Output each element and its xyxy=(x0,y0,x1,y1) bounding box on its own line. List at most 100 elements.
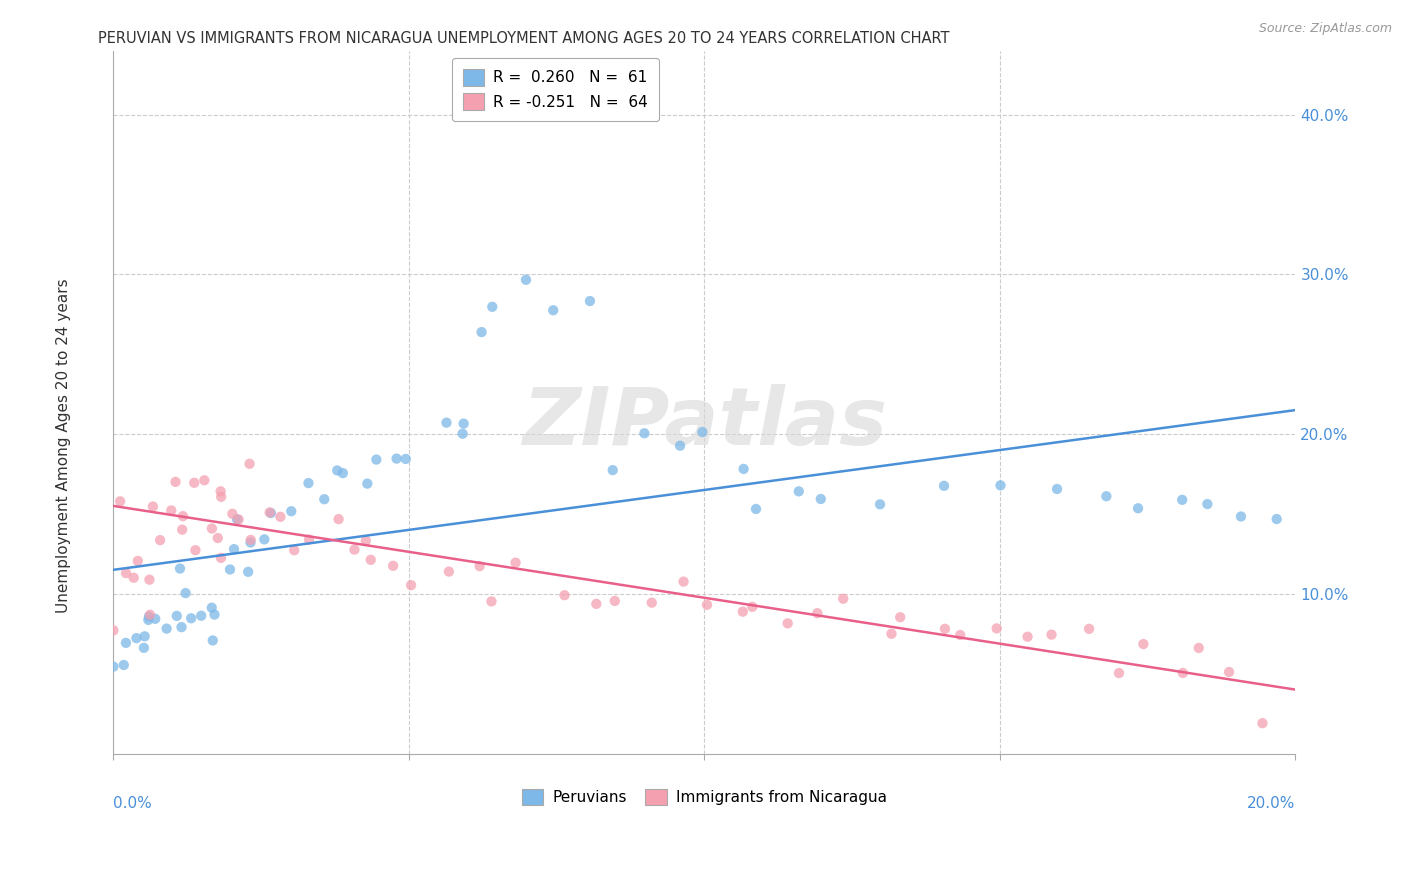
Point xyxy=(986,621,1008,635)
Point xyxy=(115,636,138,650)
Point xyxy=(139,607,162,622)
Point xyxy=(1046,482,1069,496)
Point xyxy=(356,476,378,491)
Point xyxy=(641,596,664,610)
Point xyxy=(990,478,1012,492)
Point xyxy=(366,452,388,467)
Point xyxy=(260,506,283,520)
Point xyxy=(880,627,903,641)
Point xyxy=(806,606,828,620)
Point xyxy=(283,543,305,558)
Point xyxy=(209,484,232,499)
Point xyxy=(733,462,755,476)
Point xyxy=(949,628,972,642)
Point xyxy=(238,457,260,471)
Point xyxy=(343,542,366,557)
Point xyxy=(436,416,458,430)
Point xyxy=(280,504,302,518)
Point xyxy=(134,629,156,643)
Text: 0.0%: 0.0% xyxy=(114,796,152,811)
Point xyxy=(228,512,250,526)
Point xyxy=(1197,497,1219,511)
Point xyxy=(204,607,226,622)
Point xyxy=(603,594,626,608)
Point xyxy=(633,426,655,441)
Point xyxy=(1188,640,1211,655)
Point xyxy=(314,492,336,507)
Point xyxy=(226,512,249,526)
Point xyxy=(395,451,418,466)
Point xyxy=(132,640,155,655)
Point xyxy=(149,533,172,548)
Point xyxy=(810,491,832,506)
Point xyxy=(209,490,232,504)
Point xyxy=(201,600,224,615)
Point xyxy=(269,509,291,524)
Point xyxy=(138,609,160,624)
Point xyxy=(160,503,183,517)
Point xyxy=(201,521,224,535)
Legend: Peruvians, Immigrants from Nicaragua: Peruvians, Immigrants from Nicaragua xyxy=(512,778,897,816)
Point xyxy=(481,300,503,314)
Point xyxy=(1126,501,1149,516)
Point xyxy=(471,325,494,339)
Text: Unemployment Among Ages 20 to 24 years: Unemployment Among Ages 20 to 24 years xyxy=(56,278,70,614)
Point xyxy=(138,573,160,587)
Point xyxy=(1108,666,1130,681)
Point xyxy=(1132,637,1154,651)
Point xyxy=(932,479,955,493)
Point xyxy=(1095,489,1118,503)
Point xyxy=(238,565,260,579)
Point xyxy=(1230,509,1253,524)
Point xyxy=(585,597,607,611)
Point xyxy=(193,473,215,487)
Point xyxy=(166,608,188,623)
Point xyxy=(207,531,229,545)
Point xyxy=(602,463,624,477)
Point xyxy=(332,466,354,480)
Point xyxy=(222,542,245,557)
Point xyxy=(112,658,135,673)
Point xyxy=(138,613,160,627)
Point xyxy=(1040,627,1063,641)
Text: Source: ZipAtlas.com: Source: ZipAtlas.com xyxy=(1258,22,1392,36)
Point xyxy=(259,505,281,519)
Point xyxy=(122,571,145,585)
Point xyxy=(1017,630,1039,644)
Point xyxy=(382,558,405,573)
Point xyxy=(481,594,503,608)
Point xyxy=(934,622,956,636)
Point xyxy=(731,605,754,619)
Text: 20.0%: 20.0% xyxy=(1247,796,1295,811)
Point xyxy=(453,417,475,431)
Point xyxy=(142,500,165,514)
Point xyxy=(201,633,224,648)
Point xyxy=(437,565,460,579)
Point xyxy=(183,475,205,490)
Point xyxy=(155,622,177,636)
Point xyxy=(889,610,911,624)
Point xyxy=(143,612,166,626)
Point xyxy=(672,574,695,589)
Point xyxy=(174,586,197,600)
Point xyxy=(239,535,262,549)
Text: PERUVIAN VS IMMIGRANTS FROM NICARAGUA UNEMPLOYMENT AMONG AGES 20 TO 24 YEARS COR: PERUVIAN VS IMMIGRANTS FROM NICARAGUA UN… xyxy=(98,31,950,46)
Point xyxy=(669,439,692,453)
Point xyxy=(169,561,191,575)
Point xyxy=(515,273,537,287)
Point xyxy=(1171,492,1194,507)
Point xyxy=(297,476,319,491)
Point xyxy=(553,588,575,602)
Point xyxy=(832,591,855,606)
Point xyxy=(579,293,602,308)
Point xyxy=(399,578,422,592)
Point xyxy=(103,624,125,638)
Point xyxy=(1218,665,1240,679)
Point xyxy=(108,494,131,508)
Point xyxy=(745,502,768,516)
Point xyxy=(298,533,321,547)
Point xyxy=(172,523,194,537)
Point xyxy=(328,512,350,526)
Point xyxy=(451,426,474,441)
Point xyxy=(221,507,243,521)
